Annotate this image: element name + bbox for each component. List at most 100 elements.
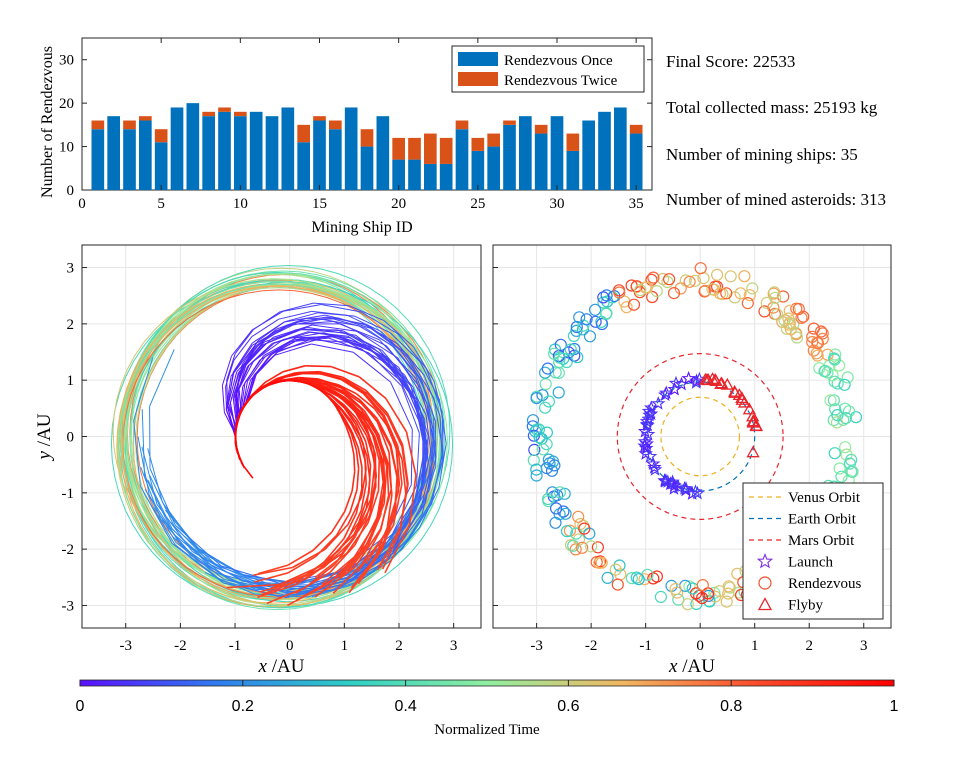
- return-transfer-arc: [350, 420, 361, 437]
- colorbar-tick-label: 1: [890, 698, 899, 715]
- launch-markers: [637, 371, 707, 500]
- return-transfer-arc: [331, 399, 343, 412]
- bar-ytick-label: 20: [59, 96, 74, 112]
- return-transfer-arc: [363, 419, 376, 440]
- return-transfer-arc: [331, 511, 346, 533]
- rendezvous-marker: [710, 268, 724, 281]
- launch-transfer-arc: [133, 420, 141, 487]
- rendezvous-marker: [696, 578, 709, 592]
- rendezvous-marker: [782, 312, 795, 325]
- launch-transfer-arc: [346, 314, 382, 332]
- launch-transfer-arc: [420, 461, 433, 510]
- rendezvous-marker: [553, 351, 566, 364]
- bar-xtick-label: 10: [233, 196, 248, 212]
- launch-transfer-arc: [174, 544, 223, 582]
- bar-ytick-label: 0: [67, 183, 75, 199]
- bar-once-25: [471, 150, 485, 190]
- launch-transfer-arc: [236, 341, 265, 373]
- return-transfer-arc: [364, 441, 372, 466]
- rendezvous-marker: [560, 525, 574, 538]
- bar-twice-20: [392, 137, 405, 160]
- rendezvous-marker: [530, 463, 543, 476]
- launch-transfer-arc: [433, 417, 435, 457]
- return-transfer-arc: [226, 583, 280, 589]
- bar-xtick-label: 20: [391, 196, 406, 212]
- return-transfer-arc: [351, 471, 356, 492]
- rendezvous-marker: [647, 271, 660, 284]
- mining-ships-text: Number of mining ships: 35: [666, 145, 858, 164]
- rendezvous-marker: [541, 492, 555, 506]
- flyby-triangle: [742, 402, 757, 415]
- launch-transfer-arc: [240, 382, 246, 411]
- return-transfer-arc: [364, 460, 367, 484]
- rendezvous-marker: [620, 301, 633, 314]
- return-transfer-arc: [394, 476, 398, 513]
- flyby-markers: [698, 372, 764, 458]
- return-transfer-arc: [314, 552, 348, 579]
- bar-once-5: [154, 142, 168, 190]
- rendezvous-marker: [694, 262, 707, 275]
- colorbar-gradient: [79, 679, 895, 687]
- launch-transfer-arc: [247, 356, 266, 382]
- rendezvous-marker: [559, 507, 572, 520]
- launch-transfer-arc: [255, 351, 278, 375]
- launch-transfer-arc: [235, 369, 242, 394]
- return-transfer-arc: [329, 544, 356, 573]
- launch-transfer-arc: [239, 386, 244, 414]
- return-transfer-arc: [371, 433, 380, 461]
- return-transfer-arc: [339, 414, 347, 427]
- return-transfer-arc: [295, 575, 340, 602]
- rendezvous-marker: [552, 386, 565, 399]
- launch-star: [671, 479, 686, 494]
- return-transfer-arc: [338, 541, 370, 577]
- return-transfer-arc: [401, 459, 407, 494]
- launch-transfer-arc: [284, 312, 318, 323]
- launch-transfer-arc: [389, 332, 421, 362]
- return-transfer-arc: [369, 476, 378, 509]
- launch-transfer-arc: [401, 386, 420, 434]
- launch-transfer-arc: [356, 330, 399, 359]
- return-transfer-arc: [310, 383, 324, 390]
- launch-transfer-arc: [312, 324, 357, 332]
- trajectory-plot: -3 -2 -1 0 1 2 3 -3 -2 -1 0 1 2 3 x /AU y /AU: [34, 244, 482, 677]
- rendezvous-marker: [806, 335, 819, 349]
- bar-twice-23: [439, 137, 453, 164]
- return-transfer-arc: [353, 498, 372, 535]
- launch-transfer-arc: [337, 317, 371, 329]
- return-transfer-arc: [386, 415, 403, 448]
- trajectory-lines: [110, 264, 454, 611]
- launch-transfer-arc: [385, 499, 416, 545]
- return-transfer-arc: [380, 495, 390, 530]
- bar-twice-27: [503, 120, 516, 125]
- legend-once-label: Rendezvous Once: [504, 53, 613, 69]
- colorbar-tick-label: 0.2: [232, 698, 254, 715]
- launch-transfer-arc: [144, 474, 174, 535]
- launch-transfer-arc: [333, 336, 371, 350]
- return-transfer-arc: [355, 488, 363, 514]
- launch-transfer-arc: [252, 321, 285, 344]
- launch-transfer-arc: [225, 376, 232, 409]
- return-transfer-arc: [376, 481, 384, 518]
- return-transfer-arc: [270, 379, 285, 385]
- scat-xtick-label: 0: [696, 638, 704, 654]
- return-transfer-arc: [341, 410, 352, 425]
- return-transfer-arc: [319, 384, 339, 397]
- launch-transfer-arc: [232, 342, 253, 373]
- rendezvous-marker: [814, 325, 828, 338]
- return-transfer-arc: [333, 403, 342, 416]
- bar-twice-10: [234, 111, 247, 117]
- scatter-legend-box: [742, 482, 884, 620]
- return-transfer-arc: [369, 524, 395, 566]
- return-transfer-arc: [266, 587, 306, 605]
- traj-ytick-label: 0: [67, 430, 75, 446]
- return-transfer-arc: [341, 376, 367, 391]
- return-transfer-arc: [345, 393, 365, 412]
- return-transfer-arc: [287, 555, 317, 574]
- rendezvous-marker: [571, 351, 584, 364]
- rendezvous-marker: [828, 353, 841, 366]
- rendezvous-marker: [545, 464, 559, 477]
- bar-once-8: [202, 116, 215, 190]
- launch-transfer-arc: [390, 381, 413, 430]
- return-transfer-arc: [389, 446, 398, 478]
- return-transfer-arc: [326, 383, 347, 395]
